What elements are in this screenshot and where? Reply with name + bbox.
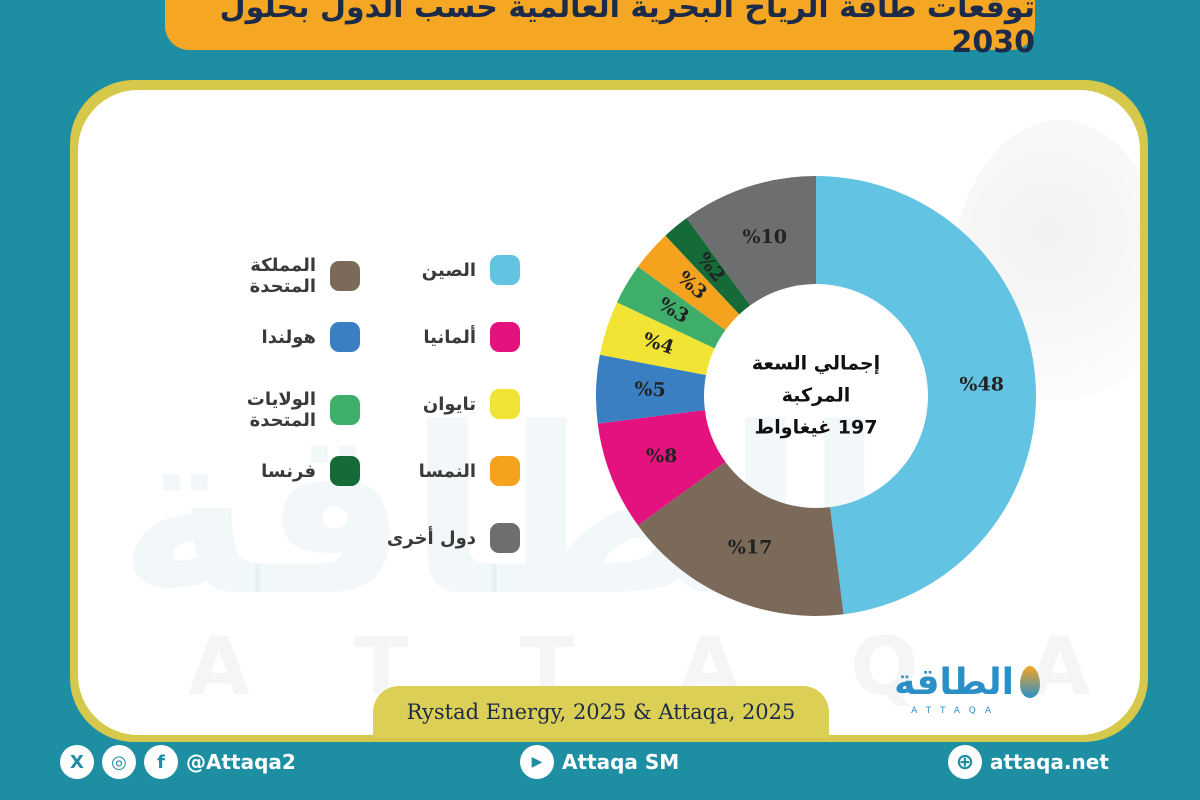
globe-icon[interactable]: ⊕: [948, 745, 982, 779]
legend-swatch: [330, 322, 360, 352]
donut-slice: [686, 176, 816, 306]
legend-label: ألمانيا: [423, 326, 476, 348]
legend-swatch: [490, 322, 520, 352]
legend-item: هولندا: [262, 322, 360, 352]
chart-title: توقعات طاقة الرياح البحرية العالمية حسب …: [219, 0, 1035, 60]
attaqa-logo: الطاقة ATTAQA: [880, 662, 1040, 718]
donut-slice: [597, 410, 726, 526]
legend-swatch: [330, 456, 360, 486]
social-group: X ◎ f @Attaqa2: [60, 745, 296, 779]
legend-label: النمسا: [418, 460, 476, 482]
legend-label: تايوان: [422, 393, 476, 415]
social-handle[interactable]: @Attaqa2: [186, 750, 296, 774]
legend-label: الولايات المتحدة: [246, 389, 316, 431]
logo-latin: ATTAQA: [911, 706, 1000, 716]
donut-slice: [596, 354, 706, 424]
slice-value-label: %48: [959, 374, 1004, 396]
legend-label: الصين: [421, 259, 476, 281]
legend-label: هولندا: [261, 326, 316, 348]
donut-slice: [599, 302, 715, 376]
legend-swatch: [330, 395, 360, 425]
legend-item: فرنسا: [261, 456, 360, 486]
legend-item: الصين: [422, 255, 520, 285]
slice-value-label: %8: [646, 445, 677, 467]
legend-item: المملكة المتحدة: [180, 255, 360, 297]
legend-item: النمسا: [419, 456, 520, 486]
donut-slice: [816, 176, 1036, 615]
legend-item: ألمانيا: [423, 322, 520, 352]
legend-item: دول أخرى: [387, 523, 520, 553]
youtube-group: ▶ Attaqa SM: [520, 745, 679, 779]
x-icon[interactable]: X: [60, 745, 94, 779]
legend-swatch: [490, 456, 520, 486]
source-pill: Rystad Energy, 2025 & Attaqa, 2025: [373, 686, 829, 738]
center-total-label: إجمالي السعة: [752, 353, 880, 375]
legend-label: المملكة المتحدة: [249, 255, 316, 297]
title-banner: توقعات طاقة الرياح البحرية العالمية حسب …: [165, 0, 1035, 60]
logo-drop-icon: [1020, 666, 1040, 698]
center-total-label: المركبة: [782, 385, 851, 407]
slice-value-label: %5: [634, 378, 666, 401]
legend-swatch: [330, 261, 360, 291]
legend-item: تايوان: [423, 389, 520, 419]
website-link[interactable]: attaqa.net: [990, 750, 1109, 774]
center-total-label: 197 غيغاواط: [755, 417, 878, 439]
legend-swatch: [490, 389, 520, 419]
website-group: ⊕ attaqa.net: [948, 745, 1109, 779]
legend-label: فرنسا: [261, 460, 316, 482]
donut-slice: [638, 461, 844, 616]
slice-value-label: %17: [728, 536, 773, 558]
instagram-icon[interactable]: ◎: [102, 745, 136, 779]
logo-arabic: الطاقة: [894, 662, 1015, 703]
youtube-icon[interactable]: ▶: [520, 745, 554, 779]
youtube-channel[interactable]: Attaqa SM: [562, 750, 680, 774]
legend-item: الولايات المتحدة: [180, 389, 360, 431]
footer: X ◎ f @Attaqa2 ▶ Attaqa SM ⊕ attaqa.net: [0, 735, 1200, 795]
donut-slice: [616, 266, 726, 349]
slice-value-label: %10: [742, 226, 787, 248]
legend-label: دول أخرى: [386, 527, 476, 549]
legend-swatch: [490, 523, 520, 553]
facebook-icon[interactable]: f: [144, 745, 178, 779]
source-text: Rystad Energy, 2025 & Attaqa, 2025: [406, 700, 796, 724]
donut-slice: [665, 218, 751, 315]
legend-swatch: [490, 255, 520, 285]
donut-slice: [638, 235, 740, 331]
